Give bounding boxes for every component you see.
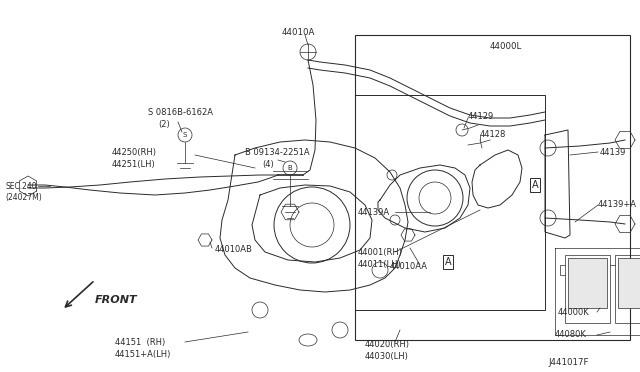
Text: 44128: 44128 bbox=[480, 130, 506, 139]
Text: 44010AB: 44010AB bbox=[215, 245, 253, 254]
Text: 44129: 44129 bbox=[468, 112, 494, 121]
Text: (4): (4) bbox=[262, 160, 274, 169]
Text: J441017F: J441017F bbox=[548, 358, 589, 367]
Text: 44010AA: 44010AA bbox=[390, 262, 428, 271]
Bar bbox=[568, 258, 607, 308]
Text: S 0816B-6162A: S 0816B-6162A bbox=[148, 108, 213, 117]
Text: B: B bbox=[287, 165, 292, 171]
Text: A: A bbox=[445, 257, 451, 267]
Text: 44251(LH): 44251(LH) bbox=[112, 160, 156, 169]
Text: 44080K: 44080K bbox=[555, 330, 587, 339]
Text: (2): (2) bbox=[158, 120, 170, 129]
Text: 44011(LH): 44011(LH) bbox=[358, 260, 402, 269]
Bar bbox=[565, 255, 610, 323]
Bar bbox=[355, 95, 545, 310]
Text: 44000L: 44000L bbox=[490, 42, 522, 51]
Text: 44139: 44139 bbox=[600, 148, 627, 157]
Text: 44001(RH): 44001(RH) bbox=[358, 248, 403, 257]
Bar bbox=[355, 35, 630, 340]
Text: SEC.240: SEC.240 bbox=[5, 182, 36, 191]
Text: 44000K: 44000K bbox=[558, 308, 589, 317]
Text: 44010A: 44010A bbox=[282, 28, 316, 37]
Text: A: A bbox=[532, 180, 538, 190]
Text: 44139A: 44139A bbox=[358, 208, 390, 217]
Text: FRONT: FRONT bbox=[95, 295, 138, 305]
Text: 44151+A(LH): 44151+A(LH) bbox=[115, 350, 172, 359]
Text: 44139+A: 44139+A bbox=[598, 200, 637, 209]
Text: 44151  (RH): 44151 (RH) bbox=[115, 338, 165, 347]
Text: B 09134-2251A: B 09134-2251A bbox=[245, 148, 310, 157]
Text: 44250(RH): 44250(RH) bbox=[112, 148, 157, 157]
Text: (24027M): (24027M) bbox=[5, 193, 42, 202]
Text: 44030(LH): 44030(LH) bbox=[365, 352, 409, 361]
Text: 44020(RH): 44020(RH) bbox=[365, 340, 410, 349]
Bar bbox=[615, 255, 640, 323]
Bar bbox=[618, 258, 640, 308]
Text: S: S bbox=[183, 132, 187, 138]
